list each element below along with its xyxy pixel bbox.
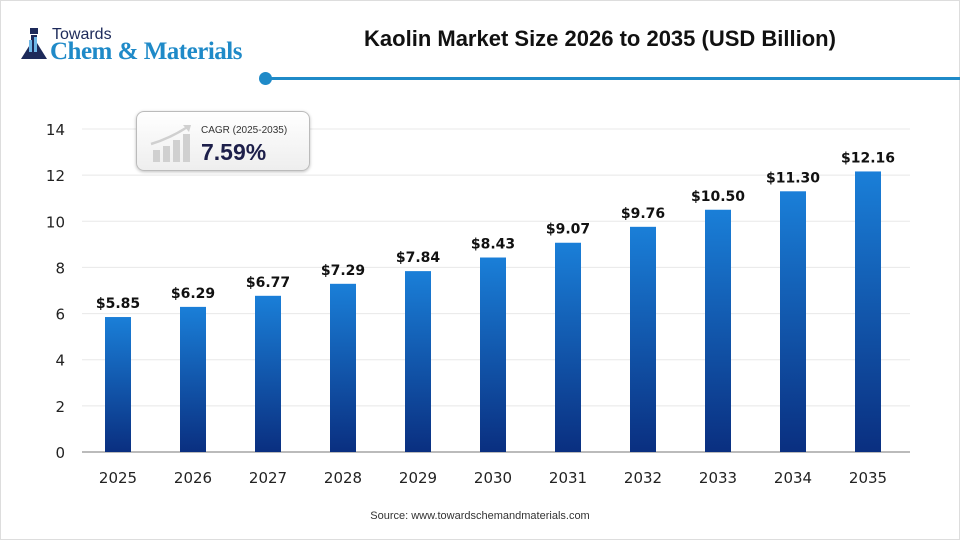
x-tick-label: 2031 xyxy=(549,469,587,487)
bar-2034 xyxy=(780,191,806,453)
x-tick-label: 2035 xyxy=(849,469,887,487)
x-tick-label: 2033 xyxy=(699,469,737,487)
data-label: $7.84 xyxy=(396,250,441,266)
bar-2030 xyxy=(480,257,506,452)
data-label: $12.16 xyxy=(841,150,895,166)
bar-2031 xyxy=(555,242,581,452)
logo-line1: Towards xyxy=(52,26,112,43)
data-label: $10.50 xyxy=(691,189,745,205)
y-tick-label: 12 xyxy=(46,167,65,185)
bar-2032 xyxy=(630,226,656,452)
x-tick-label: 2026 xyxy=(174,469,212,487)
data-label: $5.85 xyxy=(96,296,140,312)
bar-2029 xyxy=(405,271,431,452)
chart-title: Kaolin Market Size 2026 to 2035 (USD Bil… xyxy=(364,26,836,51)
y-tick-label: 10 xyxy=(46,213,65,231)
bar-2025 xyxy=(105,317,131,452)
bar-2028 xyxy=(330,283,356,452)
title-rule-dot xyxy=(259,72,272,85)
data-label: $9.76 xyxy=(621,206,665,222)
bar-2033 xyxy=(705,209,731,452)
y-tick-label: 8 xyxy=(55,259,65,277)
y-tick-label: 0 xyxy=(55,444,65,462)
source-note: Source: www.towardschemandmaterials.com xyxy=(370,510,590,522)
x-tick-label: 2027 xyxy=(249,469,287,487)
bar-2027 xyxy=(255,295,281,452)
title-rule xyxy=(270,77,960,80)
data-label: $11.30 xyxy=(766,170,820,186)
y-tick-label: 6 xyxy=(55,306,65,324)
bar-2035 xyxy=(855,171,881,453)
data-label: $9.07 xyxy=(546,222,590,238)
flask-logo-icon xyxy=(21,28,47,59)
x-tick-label: 2034 xyxy=(774,469,812,487)
cagr-value: 7.59% xyxy=(201,139,267,165)
data-label: $6.77 xyxy=(246,275,290,291)
logo-line2: Chem & Materials xyxy=(50,38,242,65)
y-tick-label: 4 xyxy=(55,352,65,370)
cagr-box: CAGR (2025-2035) 7.59% xyxy=(136,111,310,171)
y-tick-label: 14 xyxy=(46,121,65,139)
x-tick-label: 2025 xyxy=(99,469,137,487)
x-tick-label: 2029 xyxy=(399,469,437,487)
x-tick-label: 2032 xyxy=(624,469,662,487)
y-tick-label: 2 xyxy=(55,398,65,416)
growth-chart-icon xyxy=(150,124,191,162)
x-tick-label: 2030 xyxy=(474,469,512,487)
x-tick-label: 2028 xyxy=(324,469,362,487)
data-label: $7.29 xyxy=(321,263,365,279)
data-label: $6.29 xyxy=(171,286,215,302)
bar-2026 xyxy=(180,306,206,452)
data-label: $8.43 xyxy=(471,237,515,253)
cagr-label: CAGR (2025-2035) xyxy=(201,125,288,136)
